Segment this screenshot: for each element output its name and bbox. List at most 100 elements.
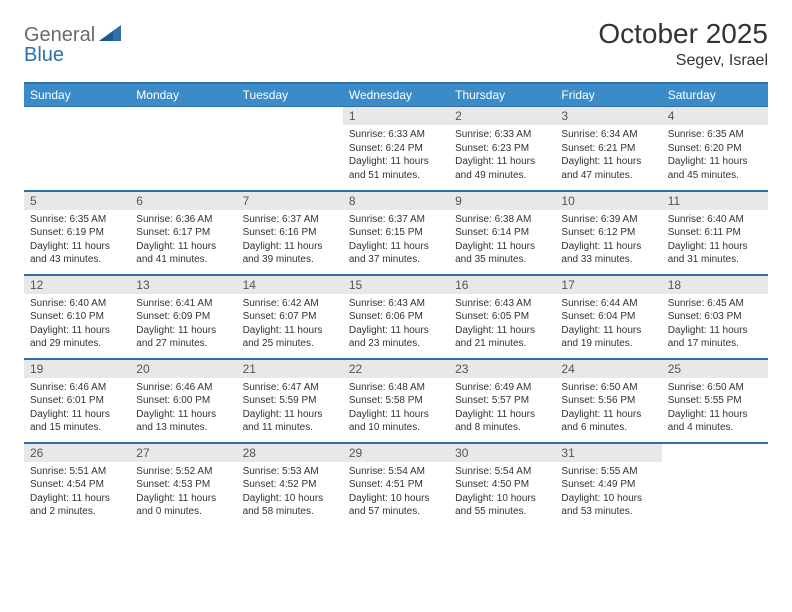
day-number: 21 <box>237 360 343 378</box>
sunrise-line: Sunrise: 6:44 AM <box>561 297 655 311</box>
calendar-day-cell: 19Sunrise: 6:46 AMSunset: 6:01 PMDayligh… <box>24 359 130 443</box>
daylight-line: Daylight: 11 hours and 43 minutes. <box>30 240 124 267</box>
weekday-header: Thursday <box>449 83 555 107</box>
calendar-day-cell: 16Sunrise: 6:43 AMSunset: 6:05 PMDayligh… <box>449 275 555 359</box>
day-number: 14 <box>237 276 343 294</box>
sunrise-line: Sunrise: 6:47 AM <box>243 381 337 395</box>
daylight-line: Daylight: 11 hours and 33 minutes. <box>561 240 655 267</box>
calendar-day-cell <box>662 443 768 527</box>
day-number: 9 <box>449 192 555 210</box>
daylight-line: Daylight: 11 hours and 47 minutes. <box>561 155 655 182</box>
weekday-header: Monday <box>130 83 236 107</box>
calendar-day-cell: 3Sunrise: 6:34 AMSunset: 6:21 PMDaylight… <box>555 107 661 191</box>
calendar-day-cell: 20Sunrise: 6:46 AMSunset: 6:00 PMDayligh… <box>130 359 236 443</box>
calendar-day-cell: 9Sunrise: 6:38 AMSunset: 6:14 PMDaylight… <box>449 191 555 275</box>
daylight-line: Daylight: 11 hours and 31 minutes. <box>668 240 762 267</box>
daylight-line: Daylight: 11 hours and 10 minutes. <box>349 408 443 435</box>
daylight-line: Daylight: 11 hours and 25 minutes. <box>243 324 337 351</box>
calendar-day-cell <box>237 107 343 191</box>
sunrise-line: Sunrise: 5:53 AM <box>243 465 337 479</box>
sunrise-line: Sunrise: 6:48 AM <box>349 381 443 395</box>
daylight-line: Daylight: 11 hours and 27 minutes. <box>136 324 230 351</box>
day-body: Sunrise: 6:48 AMSunset: 5:58 PMDaylight:… <box>343 378 449 441</box>
day-body: Sunrise: 5:54 AMSunset: 4:51 PMDaylight:… <box>343 462 449 525</box>
day-number: 4 <box>662 107 768 125</box>
daylight-line: Daylight: 11 hours and 13 minutes. <box>136 408 230 435</box>
sunrise-line: Sunrise: 6:50 AM <box>668 381 762 395</box>
sunrise-line: Sunrise: 6:50 AM <box>561 381 655 395</box>
daylight-line: Daylight: 11 hours and 6 minutes. <box>561 408 655 435</box>
sunset-line: Sunset: 6:20 PM <box>668 142 762 156</box>
sunset-line: Sunset: 6:21 PM <box>561 142 655 156</box>
calendar-week-row: 5Sunrise: 6:35 AMSunset: 6:19 PMDaylight… <box>24 191 768 275</box>
calendar-day-cell <box>130 107 236 191</box>
day-body: Sunrise: 6:42 AMSunset: 6:07 PMDaylight:… <box>237 294 343 357</box>
sunset-line: Sunset: 6:03 PM <box>668 310 762 324</box>
daylight-line: Daylight: 10 hours and 53 minutes. <box>561 492 655 519</box>
sunrise-line: Sunrise: 5:51 AM <box>30 465 124 479</box>
daylight-line: Daylight: 11 hours and 19 minutes. <box>561 324 655 351</box>
sunrise-line: Sunrise: 6:36 AM <box>136 213 230 227</box>
sunset-line: Sunset: 4:50 PM <box>455 478 549 492</box>
calendar-day-cell: 31Sunrise: 5:55 AMSunset: 4:49 PMDayligh… <box>555 443 661 527</box>
calendar-day-cell: 13Sunrise: 6:41 AMSunset: 6:09 PMDayligh… <box>130 275 236 359</box>
day-number <box>130 107 236 125</box>
sunrise-line: Sunrise: 6:40 AM <box>668 213 762 227</box>
day-body: Sunrise: 6:35 AMSunset: 6:19 PMDaylight:… <box>24 210 130 273</box>
sunset-line: Sunset: 5:55 PM <box>668 394 762 408</box>
day-number: 24 <box>555 360 661 378</box>
sunrise-line: Sunrise: 6:35 AM <box>668 128 762 142</box>
day-body: Sunrise: 6:37 AMSunset: 6:16 PMDaylight:… <box>237 210 343 273</box>
calendar-day-cell: 21Sunrise: 6:47 AMSunset: 5:59 PMDayligh… <box>237 359 343 443</box>
calendar-day-cell: 28Sunrise: 5:53 AMSunset: 4:52 PMDayligh… <box>237 443 343 527</box>
sunset-line: Sunset: 6:17 PM <box>136 226 230 240</box>
sunrise-line: Sunrise: 6:37 AM <box>349 213 443 227</box>
day-number: 7 <box>237 192 343 210</box>
calendar-day-cell: 12Sunrise: 6:40 AMSunset: 6:10 PMDayligh… <box>24 275 130 359</box>
daylight-line: Daylight: 11 hours and 23 minutes. <box>349 324 443 351</box>
weekday-header: Saturday <box>662 83 768 107</box>
day-number: 12 <box>24 276 130 294</box>
calendar-day-cell: 5Sunrise: 6:35 AMSunset: 6:19 PMDaylight… <box>24 191 130 275</box>
daylight-line: Daylight: 11 hours and 2 minutes. <box>30 492 124 519</box>
day-number: 15 <box>343 276 449 294</box>
month-title: October 2025 <box>598 18 768 50</box>
sunset-line: Sunset: 6:11 PM <box>668 226 762 240</box>
day-body: Sunrise: 6:44 AMSunset: 6:04 PMDaylight:… <box>555 294 661 357</box>
day-body: Sunrise: 6:37 AMSunset: 6:15 PMDaylight:… <box>343 210 449 273</box>
sunset-line: Sunset: 6:12 PM <box>561 226 655 240</box>
daylight-line: Daylight: 11 hours and 4 minutes. <box>668 408 762 435</box>
sunset-line: Sunset: 6:04 PM <box>561 310 655 324</box>
day-number: 6 <box>130 192 236 210</box>
daylight-line: Daylight: 11 hours and 29 minutes. <box>30 324 124 351</box>
sunrise-line: Sunrise: 6:35 AM <box>30 213 124 227</box>
day-number: 31 <box>555 444 661 462</box>
calendar-day-cell: 18Sunrise: 6:45 AMSunset: 6:03 PMDayligh… <box>662 275 768 359</box>
sunset-line: Sunset: 6:05 PM <box>455 310 549 324</box>
day-body: Sunrise: 6:47 AMSunset: 5:59 PMDaylight:… <box>237 378 343 441</box>
day-body: Sunrise: 5:54 AMSunset: 4:50 PMDaylight:… <box>449 462 555 525</box>
calendar-day-cell: 22Sunrise: 6:48 AMSunset: 5:58 PMDayligh… <box>343 359 449 443</box>
daylight-line: Daylight: 11 hours and 45 minutes. <box>668 155 762 182</box>
daylight-line: Daylight: 11 hours and 17 minutes. <box>668 324 762 351</box>
daylight-line: Daylight: 11 hours and 49 minutes. <box>455 155 549 182</box>
sunset-line: Sunset: 6:00 PM <box>136 394 230 408</box>
weekday-header: Wednesday <box>343 83 449 107</box>
sunrise-line: Sunrise: 6:43 AM <box>455 297 549 311</box>
sunset-line: Sunset: 4:54 PM <box>30 478 124 492</box>
sunset-line: Sunset: 4:52 PM <box>243 478 337 492</box>
day-body: Sunrise: 6:49 AMSunset: 5:57 PMDaylight:… <box>449 378 555 441</box>
daylight-line: Daylight: 11 hours and 39 minutes. <box>243 240 337 267</box>
calendar-day-cell: 10Sunrise: 6:39 AMSunset: 6:12 PMDayligh… <box>555 191 661 275</box>
sunset-line: Sunset: 6:09 PM <box>136 310 230 324</box>
sunrise-line: Sunrise: 5:54 AM <box>455 465 549 479</box>
calendar-day-cell: 15Sunrise: 6:43 AMSunset: 6:06 PMDayligh… <box>343 275 449 359</box>
sunrise-line: Sunrise: 6:37 AM <box>243 213 337 227</box>
day-number <box>662 444 768 462</box>
sunset-line: Sunset: 6:19 PM <box>30 226 124 240</box>
calendar-day-cell: 26Sunrise: 5:51 AMSunset: 4:54 PMDayligh… <box>24 443 130 527</box>
sunset-line: Sunset: 6:23 PM <box>455 142 549 156</box>
calendar-day-cell: 30Sunrise: 5:54 AMSunset: 4:50 PMDayligh… <box>449 443 555 527</box>
day-number: 28 <box>237 444 343 462</box>
day-body: Sunrise: 6:43 AMSunset: 6:06 PMDaylight:… <box>343 294 449 357</box>
